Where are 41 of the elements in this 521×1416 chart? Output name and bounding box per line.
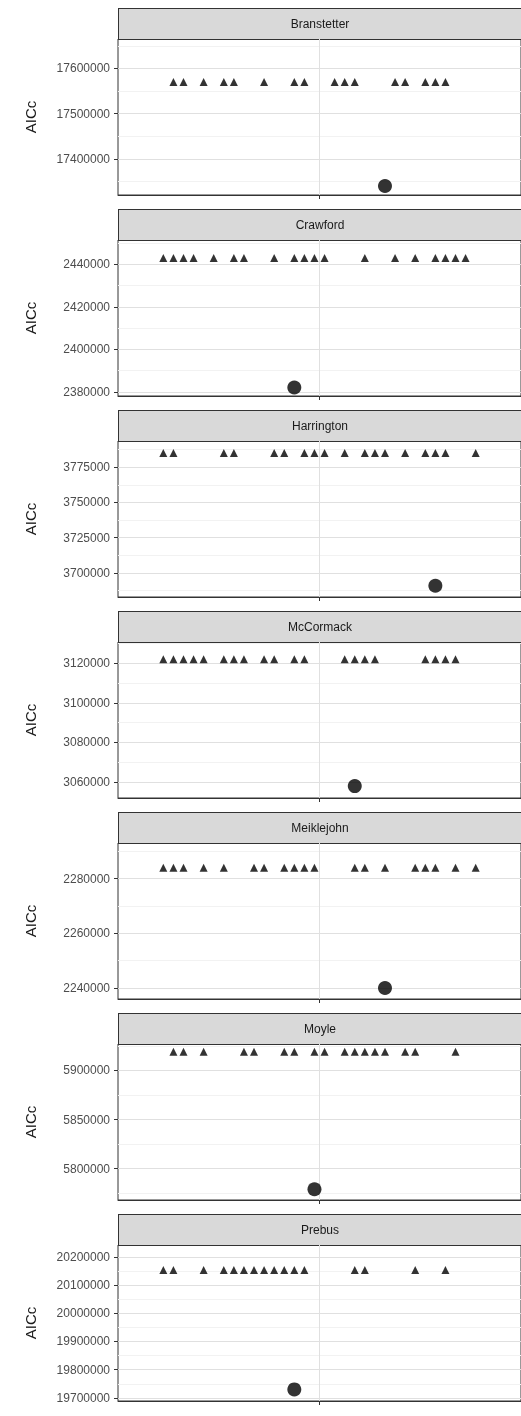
chart-title: McCormack bbox=[118, 611, 521, 643]
y-tick-label: 5850000 bbox=[63, 1112, 111, 1127]
y-axis-title: AICc bbox=[22, 301, 39, 335]
y-tick-label: 2440000 bbox=[63, 257, 111, 272]
chart-title: Crawford bbox=[118, 209, 521, 241]
chart-title: Harrington bbox=[118, 410, 521, 442]
y-tick-label: 2240000 bbox=[63, 981, 111, 996]
y-tick-label: 3750000 bbox=[63, 495, 111, 510]
y-axis-title: AICc bbox=[22, 904, 39, 938]
y-tick-label: 17600000 bbox=[56, 61, 111, 76]
chart-title: Moyle bbox=[118, 1013, 521, 1045]
y-tick-label: 2260000 bbox=[63, 926, 111, 941]
y-tick-label: 3120000 bbox=[63, 656, 111, 671]
chart-title: Prebus bbox=[118, 1214, 521, 1246]
y-tick-label: 5900000 bbox=[63, 1063, 111, 1078]
y-tick-label: 3775000 bbox=[63, 460, 111, 475]
y-tick-label: 19700000 bbox=[56, 1390, 111, 1405]
y-tick-label: 20000000 bbox=[56, 1306, 111, 1321]
y-tick-label: 2280000 bbox=[63, 871, 111, 886]
y-tick-label: 17400000 bbox=[56, 151, 111, 166]
y-axis-title: AICc bbox=[22, 703, 39, 737]
y-tick-label: 2420000 bbox=[63, 299, 111, 314]
y-tick-label: 19800000 bbox=[56, 1362, 111, 1377]
chart-title: Meiklejohn bbox=[118, 812, 521, 844]
y-axis-title: AICc bbox=[22, 1306, 39, 1340]
y-axis-title: AICc bbox=[22, 502, 39, 536]
y-tick-label: 3080000 bbox=[63, 735, 111, 750]
y-tick-label: 5800000 bbox=[63, 1161, 111, 1176]
y-axis-title: AICc bbox=[22, 1105, 39, 1139]
y-axis-title: AICc bbox=[22, 100, 39, 134]
y-tick-label: 19900000 bbox=[56, 1334, 111, 1349]
y-tick-label: 20100000 bbox=[56, 1278, 111, 1293]
chart-title: Branstetter bbox=[118, 8, 521, 40]
y-tick-label: 2400000 bbox=[63, 342, 111, 357]
y-tick-label: 3725000 bbox=[63, 530, 111, 545]
y-tick-label: 2380000 bbox=[63, 384, 111, 399]
y-tick-label: 3700000 bbox=[63, 566, 111, 580]
y-tick-label: 3060000 bbox=[63, 775, 111, 790]
y-tick-label: 20200000 bbox=[56, 1249, 111, 1264]
y-tick-label: 17500000 bbox=[56, 106, 111, 121]
y-tick-label: 3100000 bbox=[63, 695, 111, 710]
